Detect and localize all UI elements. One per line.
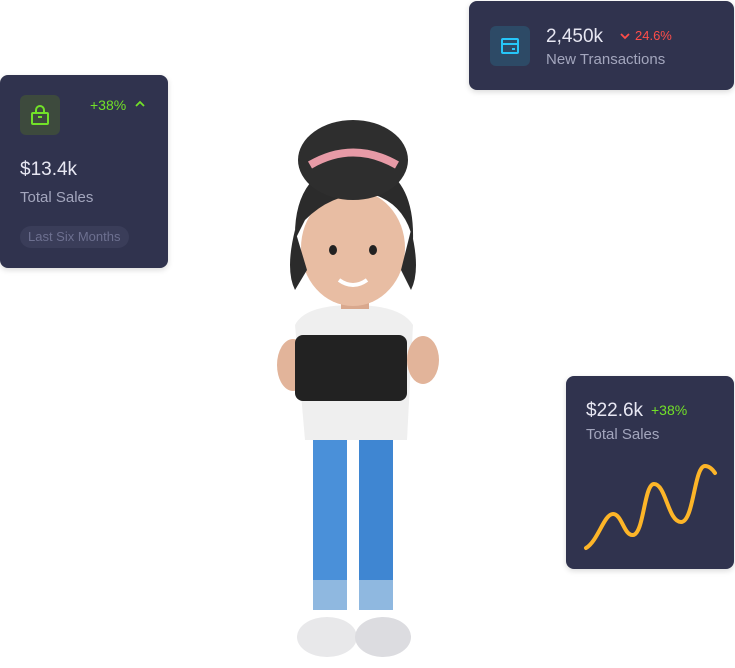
sales-change: +38% [90, 97, 127, 113]
sales-sparkline [584, 463, 717, 550]
sales-value: $13.4k [20, 159, 78, 180]
character-illustration [277, 120, 439, 657]
sales-label: Total Sales [20, 189, 94, 206]
transactions-change: 24.6% [635, 28, 672, 43]
chevron-up-icon [134, 97, 146, 115]
chart-sales-label: Total Sales [586, 426, 660, 443]
period-chip: Last Six Months [20, 226, 129, 248]
chart-sales-change: +38% [651, 402, 688, 418]
chart-sales-value: $22.6k [586, 400, 644, 421]
transactions-value: 2,450k [546, 26, 604, 47]
sales-chart-card: $22.6k +38% Total Sales [566, 376, 734, 569]
transactions-label: New Transactions [546, 51, 666, 68]
total-sales-card: +38% $13.4k Total Sales Last Six Months [0, 75, 168, 268]
chevron-down-icon [619, 29, 631, 47]
shopping-bag-icon [20, 95, 60, 135]
credit-card-icon [490, 26, 530, 66]
new-transactions-card: 2,450k 24.6% New Transactions [469, 1, 734, 90]
